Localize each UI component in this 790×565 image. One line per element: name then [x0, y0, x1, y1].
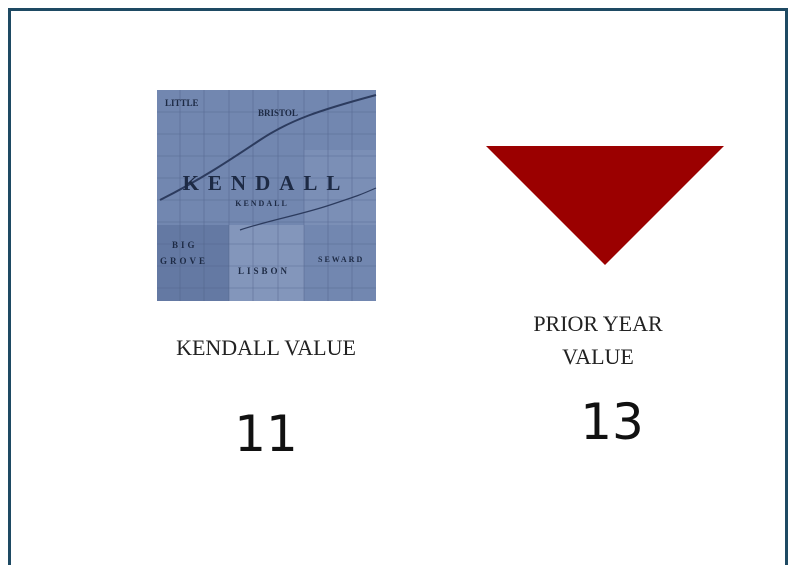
map-grid — [157, 90, 376, 301]
map-creek — [239, 187, 377, 231]
map-region — [229, 225, 304, 301]
map-label: BRISTOL — [258, 108, 298, 118]
down-indicator — [486, 146, 724, 265]
kpi-value: 11 — [234, 405, 298, 463]
map-region — [304, 150, 376, 225]
prior-label: PRIOR YEAR — [533, 311, 663, 336]
map-river — [159, 94, 377, 201]
map-label: BIG — [172, 240, 198, 250]
map-label: GROVE — [160, 256, 208, 266]
kpi-label: KENDALL VALUE — [176, 335, 356, 360]
map-label: LISBON — [238, 266, 290, 276]
map-image: LITTLE BRISTOL KENDALL KENDALL BIG GROVE… — [157, 90, 377, 301]
map-label: KENDALL — [183, 171, 350, 195]
map-label: LITTLE — [165, 98, 199, 108]
prior-label: VALUE — [562, 344, 634, 369]
tile-border — [8, 8, 788, 565]
map-region — [157, 225, 229, 301]
prior-value: 13 — [580, 393, 644, 451]
map-label: KENDALL — [235, 199, 289, 208]
map-label: SEWARD — [318, 255, 364, 264]
